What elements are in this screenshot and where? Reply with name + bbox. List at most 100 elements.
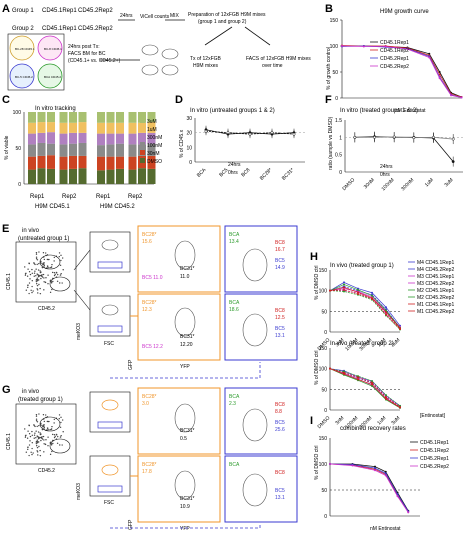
flow-dot <box>36 421 39 423</box>
legend-b-0: CD45.1Rep1 <box>380 40 409 46</box>
panel-h-title2: In vivo (treated group 2) <box>330 341 394 347</box>
c-bar-seg <box>69 168 77 184</box>
e-bca-top-val: 13.4 <box>229 239 239 245</box>
flow-dot <box>40 271 42 273</box>
g-gfp: GFP <box>128 519 134 530</box>
g-bc5-bot-val: 13.1 <box>275 495 285 501</box>
flow-dot <box>38 251 40 253</box>
c-bar-seg <box>106 133 115 145</box>
chartH1-series-line <box>329 289 401 330</box>
flow-dot <box>35 251 38 254</box>
prep-line2: (group 1 and group 2) <box>198 19 247 25</box>
flow-dot <box>25 451 28 453</box>
i-point <box>351 464 354 467</box>
c-bar-seg <box>37 112 46 123</box>
tx-line1: Tx of 12xFGB <box>190 56 222 62</box>
flow-dot <box>43 281 45 283</box>
flow-dot <box>36 451 39 453</box>
flow-dot <box>34 270 36 272</box>
flow-dot <box>39 454 42 457</box>
flow-dot <box>33 434 36 436</box>
b-point <box>460 96 463 99</box>
flow-dot <box>24 435 27 437</box>
chartH2-point <box>385 394 387 397</box>
flow-dot <box>24 274 27 276</box>
i-series-line <box>329 463 409 512</box>
flow-dot <box>27 448 29 451</box>
flow-dot <box>28 433 31 435</box>
flow-dot <box>51 433 54 436</box>
i-series-line <box>329 463 409 513</box>
f-xtick-label: DMSO <box>341 177 356 192</box>
f-xtick-label: 3uM <box>443 177 454 188</box>
g-blue-box-2 <box>224 455 298 523</box>
chartH2-point <box>371 383 373 386</box>
g-mekO3: meKO3 <box>76 483 82 500</box>
flow-dot <box>27 284 29 286</box>
dish-bc8-label: BC-8 CD45.1 <box>44 47 62 51</box>
c-bar-seg <box>147 122 156 133</box>
chartH1-series-line <box>329 290 401 330</box>
panel-a-label: A <box>2 3 10 15</box>
c-legend-label: 300nM <box>147 135 162 141</box>
i-point <box>407 511 410 514</box>
flow-dot <box>47 265 49 268</box>
flow-dot <box>42 264 44 266</box>
panel-d-ylabel: % of CD45.x <box>179 129 185 158</box>
e-arrow-lower <box>73 289 91 311</box>
flow-dot <box>47 420 49 423</box>
legend-f-1: 0hrs <box>380 172 390 178</box>
flow-dot <box>35 258 38 260</box>
flow-dot <box>50 281 53 283</box>
c-bar-seg <box>69 122 77 133</box>
chartH2-point <box>385 396 387 399</box>
flow-dot <box>49 453 52 456</box>
flow-dot <box>61 419 64 421</box>
c-bar-seg <box>47 155 55 169</box>
mix-label: MIX <box>170 13 180 19</box>
panel-f-title: In vitro (treated groups 1 & 2) <box>340 108 418 114</box>
flow-dot <box>57 273 59 276</box>
flow-dot <box>38 283 40 286</box>
flow-dot <box>35 444 38 447</box>
panel-a: A Group 1 CD45.1Rep1 CD45.2Rep2 Group 2 … <box>2 3 311 91</box>
g-scatter-box <box>15 403 77 465</box>
panel-i-ylabel: % of DMSO ctrl <box>314 446 320 480</box>
c-bar-seg <box>37 132 46 143</box>
flow-dot <box>33 262 35 264</box>
chartH2-point <box>399 406 401 409</box>
chartH1-point <box>343 286 345 289</box>
panel-c-legend: 3uM 1uM 300nM 100nM 30nM DMSO <box>140 118 162 165</box>
c-bar-seg <box>59 112 68 123</box>
g-bc31-top-val: 0.5 <box>180 436 187 442</box>
i-series-line <box>330 463 409 512</box>
flow-dot <box>59 274 62 276</box>
f-ytick-label: 0.5 <box>335 153 342 159</box>
flow-dot <box>36 280 39 282</box>
c-bar-seg <box>78 142 87 156</box>
panel-g-label: G <box>2 384 11 396</box>
chartH1-point <box>385 313 387 316</box>
g-yfp: YFP <box>180 526 190 532</box>
flow-dot <box>40 277 42 280</box>
flow-dot <box>42 435 45 438</box>
flow-dot <box>46 429 48 431</box>
flow-dot <box>59 426 62 429</box>
panel-b-legend: CD45.1Rep1 CD45.1Rep2 CD45.2Rep1 CD45.2R… <box>370 40 409 70</box>
flow-dot <box>35 280 38 283</box>
post-line2: FACS BM for BC <box>68 51 106 57</box>
flow-dot <box>36 279 39 281</box>
flow-dot <box>37 431 40 433</box>
panel-f: F In vitro (treated groups 1 & 2) ratio … <box>325 94 463 192</box>
flow-dot <box>47 427 49 430</box>
c-bar-seg <box>28 144 36 157</box>
panel-g: G in vivo (treated group 1) CD45.1 CD45.… <box>2 384 298 532</box>
flow-dot <box>61 444 63 446</box>
b-ytick-label: 100 <box>330 44 339 50</box>
flow-dot <box>53 274 56 277</box>
flow-dot <box>43 451 45 453</box>
c-bar-seg <box>97 122 105 134</box>
c-bar-seg <box>69 132 77 144</box>
facs-line2: over time <box>262 63 283 69</box>
f-point <box>392 135 396 139</box>
